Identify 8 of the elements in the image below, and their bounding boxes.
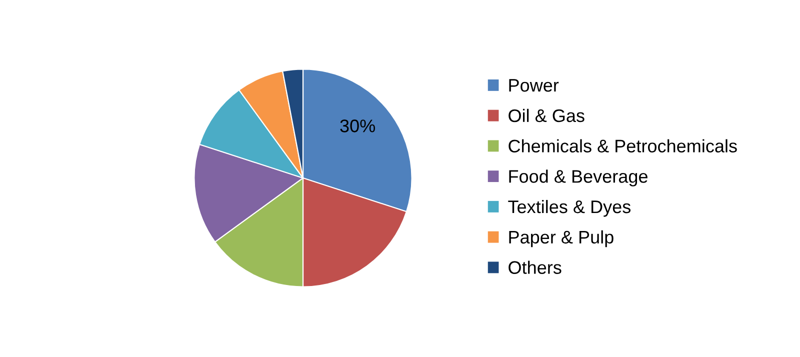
legend-label: Oil & Gas [508,108,584,122]
legend-label: Food & Beverage [509,170,648,186]
legend-label: Chemicals & Petrochemicals [508,139,737,152]
legend-label: Power [509,79,559,92]
legend-label: Others [508,260,562,274]
legend-label: Paper & Pulp [509,230,614,248]
data-label: 30% [340,120,375,132]
legend-label: Textiles & Dyes [508,200,631,217]
